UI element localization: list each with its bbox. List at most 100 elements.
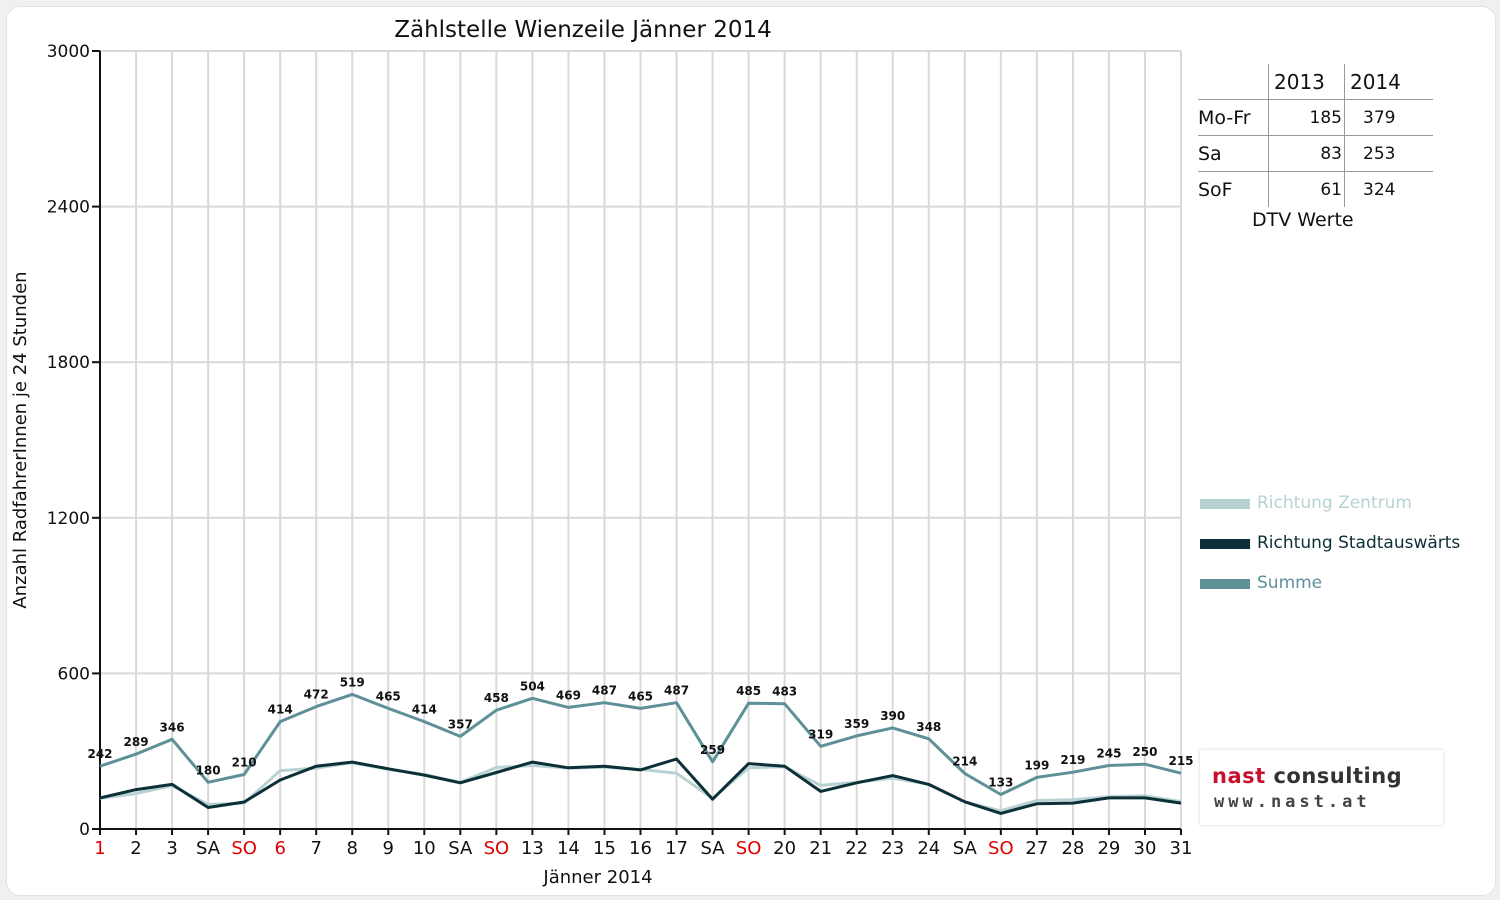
- y-tick-label: 0: [79, 820, 90, 840]
- x-tick-label: SO: [736, 838, 762, 859]
- x-tick-label: 23: [881, 838, 904, 859]
- data-labels: 242 289 346 180 210 414 472 519 465 414 357 458 504 4…: [87, 675, 1193, 789]
- x-tick-label: 28: [1061, 838, 1084, 859]
- data-label-summe: 215: [1168, 754, 1193, 768]
- data-label-summe: 348: [916, 720, 941, 734]
- x-tick-label: 20: [773, 838, 796, 859]
- x-tick-label: 29: [1097, 838, 1120, 859]
- data-label-summe: 199: [1024, 758, 1049, 772]
- legend-label-zentrum: Richtung Zentrum: [1257, 493, 1412, 513]
- x-tick-label: SA: [196, 838, 221, 859]
- data-label-summe: 519: [340, 675, 365, 689]
- data-label-summe: 414: [268, 703, 293, 717]
- legend-label-stadtauswaerts: Richtung Stadtauswärts: [1257, 533, 1461, 553]
- x-tick-label: 24: [917, 838, 940, 859]
- data-label-summe: 458: [484, 691, 509, 705]
- dtv-row-label: Sa: [1198, 135, 1269, 172]
- dtv-row-label: SoF: [1198, 171, 1269, 207]
- grid: [100, 50, 1182, 829]
- x-tick-label: 2: [130, 838, 141, 859]
- data-label-summe: 357: [448, 717, 473, 731]
- data-label-summe: 289: [124, 735, 149, 749]
- y-tick-label: 1200: [47, 509, 90, 529]
- data-label-summe: 485: [736, 684, 761, 698]
- data-label-summe: 504: [520, 679, 545, 693]
- data-label-summe: 250: [1132, 745, 1157, 759]
- x-tick-label: SA: [448, 838, 473, 859]
- x-tick-label: 17: [665, 838, 688, 859]
- dtv-header-2014: 2014: [1344, 64, 1433, 100]
- dtv-value-2014: 379: [1344, 99, 1433, 136]
- dtv-value-2013: 83: [1268, 135, 1345, 172]
- dtv-row-sof: SoF 61 324: [1198, 171, 1433, 207]
- x-tick-label: 27: [1025, 838, 1048, 859]
- x-tick-label: SO: [231, 838, 257, 859]
- data-label-summe: 487: [664, 684, 689, 698]
- data-label-summe: 180: [196, 763, 221, 777]
- series-lines: [99, 692, 1182, 815]
- x-tick-label: 13: [521, 838, 544, 859]
- data-label-summe: 465: [376, 689, 401, 703]
- company-logo: nast consulting www.nast.at: [1200, 750, 1443, 825]
- legend-swatch-zentrum: [1200, 499, 1250, 509]
- x-tick-label: 6: [274, 838, 285, 859]
- data-label-summe: 133: [988, 776, 1013, 790]
- logo-name-red: nast: [1212, 764, 1266, 788]
- data-label-summe: 210: [232, 756, 257, 770]
- data-label-summe: 359: [844, 717, 869, 731]
- x-tick-label: 16: [629, 838, 652, 859]
- y-tick-label: 600: [58, 664, 90, 684]
- x-tick-label: 15: [593, 838, 616, 859]
- dtv-value-2013: 61: [1268, 171, 1345, 207]
- x-tick-label: 7: [310, 838, 321, 859]
- data-label-summe: 487: [592, 684, 617, 698]
- data-label-summe: 259: [700, 743, 725, 757]
- x-tick-label: 8: [347, 838, 358, 859]
- data-label-summe: 214: [952, 755, 977, 769]
- x-tick-label: SA: [701, 838, 726, 859]
- x-tick-label: 30: [1134, 838, 1157, 859]
- y-axis-title: Anzahl RadfahrerInnen je 24 Stunden: [10, 271, 31, 608]
- logo-wordmark: nast consulting: [1212, 764, 1402, 788]
- x-tick-label: SO: [988, 838, 1014, 859]
- data-label-summe: 245: [1096, 746, 1121, 760]
- logo-name-rest: consulting: [1265, 764, 1403, 788]
- legend-swatch-summe: [1200, 579, 1250, 589]
- dtv-value-2014: 324: [1344, 171, 1433, 207]
- logo-url: www.nast.at: [1214, 792, 1371, 812]
- dtv-value-2013: 185: [1268, 99, 1345, 136]
- dtv-header-2013: 2013: [1268, 64, 1345, 100]
- legend-swatch-stadtauswaerts: [1200, 539, 1250, 549]
- y-tick-label: 1800: [47, 353, 90, 373]
- series-line-stadtauswaerts: [99, 757, 1182, 815]
- y-tick-label: 2400: [47, 198, 90, 218]
- data-label-summe: 319: [808, 727, 833, 741]
- data-label-summe: 414: [412, 703, 437, 717]
- data-label-summe: 242: [87, 747, 112, 761]
- dtv-header-blank: [1198, 64, 1269, 100]
- data-label-summe: 469: [556, 688, 581, 702]
- dtv-caption: DTV Werte: [1252, 209, 1354, 231]
- data-label-summe: 465: [628, 689, 653, 703]
- x-tick-label: SA: [953, 838, 978, 859]
- data-label-summe: 219: [1060, 753, 1085, 767]
- chart-title: Zählstelle Wienzeile Jänner 2014: [394, 17, 772, 43]
- dtv-table: 2013 2014 Mo-Fr 185 379 Sa 83 253 SoF 61…: [1198, 64, 1433, 207]
- y-tick-label: 3000: [47, 42, 90, 62]
- dtv-row-label: Mo-Fr: [1198, 99, 1269, 136]
- series-line-summe: [99, 692, 1182, 796]
- x-tick-label: 22: [845, 838, 868, 859]
- data-label-summe: 346: [160, 720, 185, 734]
- x-tick-label: 21: [809, 838, 832, 859]
- dtv-row-mofr: Mo-Fr 185 379: [1198, 99, 1433, 136]
- x-tick-label: SO: [484, 838, 510, 859]
- x-tick-label: 3: [166, 838, 177, 859]
- dtv-header-row: 2013 2014: [1198, 64, 1433, 100]
- data-label-summe: 483: [772, 685, 797, 699]
- x-tick-label: 14: [557, 838, 580, 859]
- x-tick-label: 31: [1170, 838, 1193, 859]
- x-tick-label: 9: [383, 838, 394, 859]
- data-label-summe: 390: [880, 709, 905, 723]
